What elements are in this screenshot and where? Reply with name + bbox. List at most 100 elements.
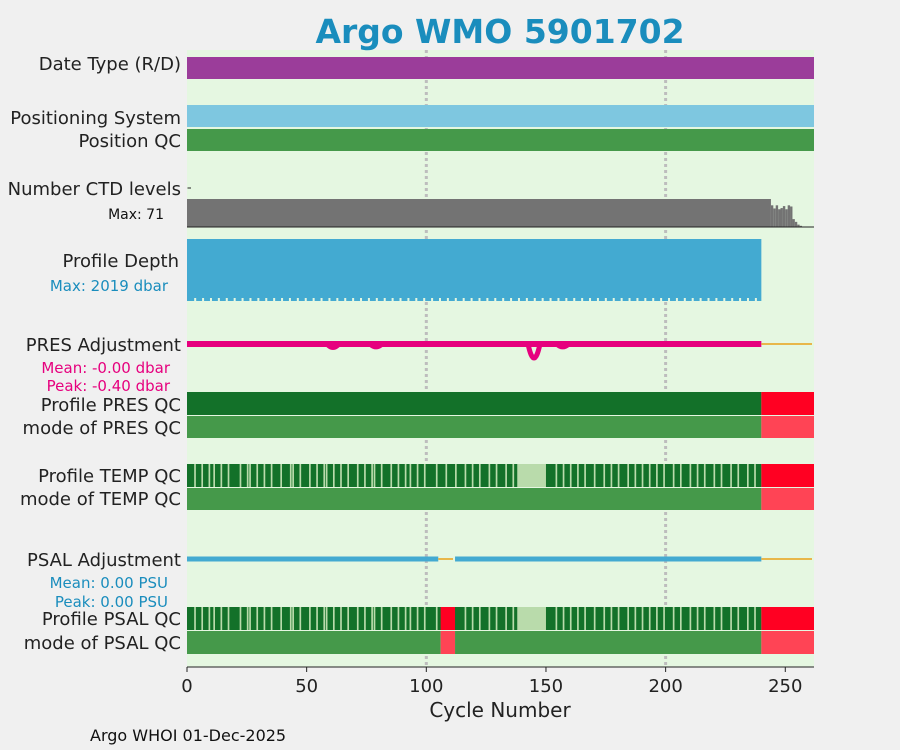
temp-qc-light-57	[648, 464, 651, 487]
psal-qc-light-32	[416, 607, 419, 630]
date-type-bar-0	[187, 57, 814, 79]
psal-qc-mode-bar-0	[187, 631, 441, 654]
profile-depth-gap-109	[446, 298, 449, 301]
label-psal-adjustment: PSAL Adjustment	[27, 550, 181, 571]
profile-depth-gap-132	[502, 298, 505, 301]
profile-depth-gap-6	[202, 298, 205, 301]
profile-depth-gap-218	[707, 298, 710, 301]
x-axis: 0 50 100 150 200 250	[181, 667, 802, 697]
temp-qc-light-3	[213, 464, 215, 487]
psal-qc-light-23	[356, 607, 359, 630]
profile-depth-gap-59	[328, 298, 331, 301]
profile-depth-gap-3	[194, 298, 197, 301]
psal-qc-light-33	[423, 607, 426, 630]
ctd-levels-tail-5	[782, 206, 786, 227]
psal-qc-light-35	[464, 607, 467, 630]
label-psal-mean: Mean: 0.00 PSU	[50, 574, 168, 592]
temp-qc-light-17	[316, 464, 318, 487]
profile-depth-gap-211	[691, 298, 694, 301]
psal-qc-light-59	[679, 607, 682, 630]
ctd-levels-tail-12	[799, 225, 803, 227]
profile-depth-gap-175	[604, 298, 607, 301]
pres-qc-mode-bar-0	[187, 416, 762, 438]
psal-qc-light-22	[347, 607, 350, 630]
temp-qc-light-13	[289, 464, 292, 487]
profile-depth-gap-138	[517, 298, 520, 301]
profile-depth-gap-49	[304, 298, 307, 301]
profile-depth-gap-161	[573, 298, 576, 301]
label-psal-qc-mode: mode of PSAL QC	[24, 633, 181, 654]
label-psal-qc: Profile PSAL QC	[42, 609, 181, 630]
psal-qc-light-9	[256, 607, 259, 630]
pres-qc-bar-1	[761, 392, 814, 415]
profile-depth-gap-76	[367, 298, 370, 301]
ctd-levels-tail-4	[780, 208, 783, 227]
psal-qc-light-44	[562, 607, 565, 630]
temp-qc-light-21	[340, 464, 342, 487]
grid-lines	[424, 50, 668, 667]
psal-qc-light-16	[309, 607, 311, 630]
profile-depth-gap-39	[281, 298, 284, 301]
temp-qc-light-19	[325, 464, 328, 487]
profile-depth-gap-158	[565, 298, 568, 301]
psal-qc-light-7	[246, 607, 249, 630]
psal-qc-light-30	[404, 607, 407, 630]
psal-qc-light-54	[641, 607, 644, 630]
profile-depth-gap-204	[675, 298, 678, 301]
profile-depth-gap-85	[391, 298, 394, 301]
psal-qc-light-50	[610, 607, 613, 630]
ctd-levels-tail-10	[794, 221, 798, 227]
psal-qc-bad-0	[440, 607, 456, 630]
profile-depth-gap-82	[383, 298, 386, 301]
profile-depth-gap-13	[217, 298, 220, 301]
ctd-levels-tail-8	[790, 206, 793, 227]
profile-depth-gap-62	[336, 298, 339, 301]
psal-qc-light-block	[517, 607, 546, 630]
temp-qc-light-16	[309, 464, 311, 487]
pres-adjustment-dip-0	[324, 341, 342, 350]
temp-qc-light-31	[409, 464, 412, 487]
profile-depth-gap-36	[273, 298, 276, 301]
psal-qc-light-27	[380, 607, 383, 630]
temp-qc-light-35	[445, 464, 448, 487]
temp-qc-light-24	[364, 464, 366, 487]
label-pres-peak: Peak: -0.40 dbar	[47, 377, 171, 395]
psal-qc-light-3	[213, 607, 215, 630]
psal-qc-light-2	[208, 607, 211, 630]
pres-adjustment-dip-3	[554, 341, 572, 350]
psal-qc-light-57	[663, 607, 665, 630]
positioning-system-bar-0	[187, 105, 814, 127]
temp-qc-light-59	[663, 464, 665, 487]
profile-depth-gap-43	[288, 298, 291, 301]
profile-depth-gap-23	[241, 298, 244, 301]
temp-qc-light-9	[256, 464, 259, 487]
psal-qc-light-37	[478, 607, 481, 630]
label-date-type: Date Type (R/D)	[39, 54, 181, 75]
temp-qc-light-14	[292, 464, 294, 487]
psal-qc-light-58	[672, 607, 675, 630]
temp-qc-light-38	[471, 464, 474, 487]
psal-qc-light-5	[227, 607, 230, 630]
profile-depth-gap-208	[683, 298, 686, 301]
psal-qc-light-41	[512, 607, 515, 630]
psal-qc-light-12	[280, 607, 283, 630]
temp-qc-light-65	[713, 464, 716, 487]
psal-qc-light-13	[289, 607, 292, 630]
temp-qc-light-58	[656, 464, 658, 487]
temp-qc-light-block	[517, 464, 546, 487]
temp-qc-light-52	[610, 464, 613, 487]
psal-qc-bad-1	[761, 607, 814, 630]
temp-qc-light-27	[380, 464, 383, 487]
profile-depth-gap-198	[660, 298, 663, 301]
temp-qc-bad-0	[761, 464, 814, 487]
profile-depth-gap-10	[209, 298, 212, 301]
temp-qc-light-0	[194, 464, 196, 487]
data-marks	[187, 57, 814, 654]
temp-qc-light-36	[455, 464, 457, 487]
psal-qc-light-8	[249, 607, 251, 630]
ctd-levels-tail-2	[775, 205, 779, 227]
profile-depth-gap-237	[754, 298, 757, 301]
label-pres-qc-mode: mode of PRES QC	[23, 418, 181, 439]
label-position-qc: Position QC	[78, 131, 181, 152]
profile-depth-gap-125	[486, 298, 489, 301]
